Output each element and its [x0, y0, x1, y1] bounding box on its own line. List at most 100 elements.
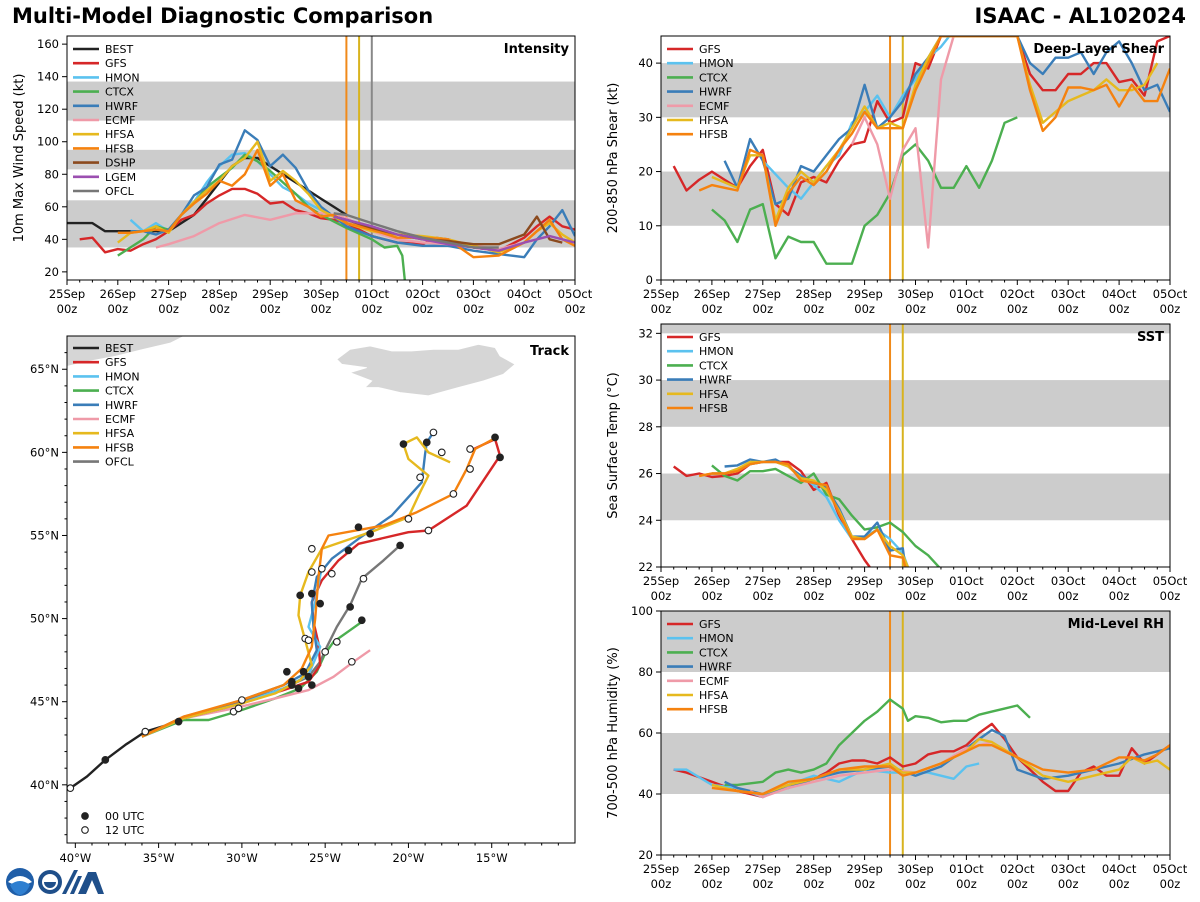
shear-x-tick-date: 04Oct	[1102, 287, 1137, 301]
sst-x-tick-hour: 00z	[854, 589, 875, 603]
page-title: Multi-Model Diagnostic Comparison	[12, 4, 434, 28]
rh-x-tick-hour: 00z	[1109, 877, 1130, 891]
track-legend-label-gfs: GFS	[105, 356, 127, 369]
shear-series-ecmf	[850, 36, 955, 249]
track-y-tick-label: 60°N	[30, 445, 59, 459]
intensity-x-tick-hour: 00z	[107, 302, 128, 316]
track-position-marker	[357, 616, 366, 625]
track-series-hwrf	[141, 429, 438, 738]
sst-y-tick-label: 22	[638, 560, 653, 574]
intensity-legend-label-hwrf: HWRF	[105, 100, 138, 113]
shear-chart: 25Sep00z26Sep00z27Sep00z28Sep00z29Sep00z…	[606, 35, 1188, 316]
shear-y-tick-label: 20	[638, 165, 653, 179]
intensity-x-tick-date: 28Sep	[201, 287, 237, 301]
rh-y-axis-label: 700-500 hPa Humidity (%)	[606, 647, 621, 819]
track-position-marker	[496, 453, 504, 462]
shear-legend-label-hfsb: HFSB	[699, 128, 728, 141]
track-position-marker	[317, 564, 326, 573]
sst-shaded-band	[661, 473, 1170, 521]
intensity-x-tick-date: 30Sep	[303, 287, 339, 301]
track-position-marker	[238, 696, 246, 704]
shear-x-tick-date: 02Oct	[1000, 287, 1035, 301]
intensity-x-tick-date: 26Sep	[100, 287, 136, 301]
shear-panel-title: Deep-Layer Shear	[1033, 42, 1164, 57]
track-legend-label-ctcx: CTCX	[105, 385, 134, 398]
shear-x-tick-hour: 00z	[702, 302, 723, 316]
shear-y-tick-label: 40	[638, 56, 653, 70]
intensity-shaded-band	[67, 149, 575, 170]
intensity-y-tick-label: 80	[44, 167, 59, 181]
rh-y-tick-label: 80	[638, 665, 653, 679]
shear-x-tick-date: 26Sep	[694, 287, 730, 301]
noaa-cira-logo	[4, 866, 114, 898]
intensity-x-tick-hour: 00z	[311, 302, 332, 316]
intensity-x-tick-date: 25Sep	[49, 287, 85, 301]
rh-legend-label-hfsb: HFSB	[699, 703, 728, 716]
track-position-marker	[307, 589, 316, 598]
track-x-tick-label: 15°W	[476, 851, 508, 865]
track-series-gfs	[141, 437, 502, 738]
intensity-x-tick-hour: 00z	[57, 302, 78, 316]
intensity-legend-label-ofcl: OFCL	[105, 185, 135, 198]
rh-panel-title: Mid-Level RH	[1068, 617, 1164, 632]
track-x-tick-label: 30°W	[226, 851, 258, 865]
intensity-legend-label-hfsb: HFSB	[105, 142, 134, 155]
track-x-tick-label: 25°W	[309, 851, 341, 865]
intensity-x-tick-date: 27Sep	[150, 287, 186, 301]
intensity-y-tick-label: 100	[37, 135, 59, 149]
intensity-y-tick-label: 160	[37, 37, 59, 51]
shear-x-tick-date: 05Oct	[1153, 287, 1188, 301]
track-legend-label-hwrf: HWRF	[105, 399, 138, 412]
track-position-marker	[416, 473, 424, 482]
shear-legend-label-ctcx: CTCX	[699, 71, 728, 84]
intensity-y-axis-label: 10m Max Wind Speed (kt)	[12, 74, 27, 243]
rh-x-tick-date: 27Sep	[745, 862, 781, 876]
track-panel-title: Track	[530, 344, 569, 359]
rh-x-tick-hour: 00z	[702, 877, 723, 891]
track-position-marker	[399, 440, 408, 448]
track-marker-legend-symbol	[81, 826, 89, 834]
intensity-series-dshp	[333, 215, 563, 246]
shear-x-tick-hour: 00z	[1109, 302, 1130, 316]
intensity-series-hfsb	[117, 148, 575, 259]
shear-series-ctcx	[711, 116, 1018, 265]
shear-x-tick-hour: 00z	[752, 302, 773, 316]
track-y-tick-label: 50°N	[30, 612, 59, 626]
sst-x-tick-hour: 00z	[1160, 589, 1181, 603]
track-position-marker	[307, 681, 316, 689]
iceland-landmass	[336, 343, 516, 397]
rh-legend-label-hmon: HMON	[699, 632, 734, 645]
shear-x-tick-date: 25Sep	[643, 287, 679, 301]
track-legend-label-hfsb: HFSB	[105, 441, 134, 454]
track-frame	[66, 335, 576, 844]
track-y-tick-label: 55°N	[30, 528, 59, 542]
track-x-tick-label: 20°W	[393, 851, 425, 865]
rh-legend-label-ctcx: CTCX	[699, 646, 728, 659]
intensity-y-tick-label: 140	[37, 70, 59, 84]
intensity-y-tick-label: 20	[44, 265, 59, 279]
track-series-hfsa	[141, 436, 451, 738]
intensity-series-hwrf	[130, 129, 575, 259]
sst-x-tick-date: 29Sep	[846, 574, 882, 588]
sst-x-tick-date: 05Oct	[1153, 574, 1188, 588]
rh-x-tick-hour: 00z	[752, 877, 773, 891]
intensity-x-tick-date: 01Oct	[355, 287, 390, 301]
rh-x-tick-hour: 00z	[854, 877, 875, 891]
shear-x-tick-hour: 00z	[803, 302, 824, 316]
track-legend-label-ecmf: ECMF	[105, 413, 135, 426]
intensity-shaded-band	[67, 81, 575, 121]
track-position-marker	[304, 672, 313, 681]
track-y-tick-label: 45°N	[30, 695, 59, 709]
intensity-series-lgem	[333, 215, 575, 252]
rh-x-tick-hour: 00z	[1058, 877, 1079, 891]
sst-x-tick-hour: 00z	[1109, 589, 1130, 603]
intensity-legend-label-best: BEST	[105, 43, 133, 56]
sst-y-axis-label: Sea Surface Temp (°C)	[606, 372, 621, 519]
track-position-marker	[304, 636, 313, 645]
sst-x-tick-date: 26Sep	[694, 574, 730, 588]
rh-legend-label-gfs: GFS	[699, 618, 721, 631]
shear-x-tick-date: 01Oct	[949, 287, 984, 301]
intensity-x-tick-date: 04Oct	[507, 287, 542, 301]
shear-y-tick-label: 10	[638, 219, 653, 233]
